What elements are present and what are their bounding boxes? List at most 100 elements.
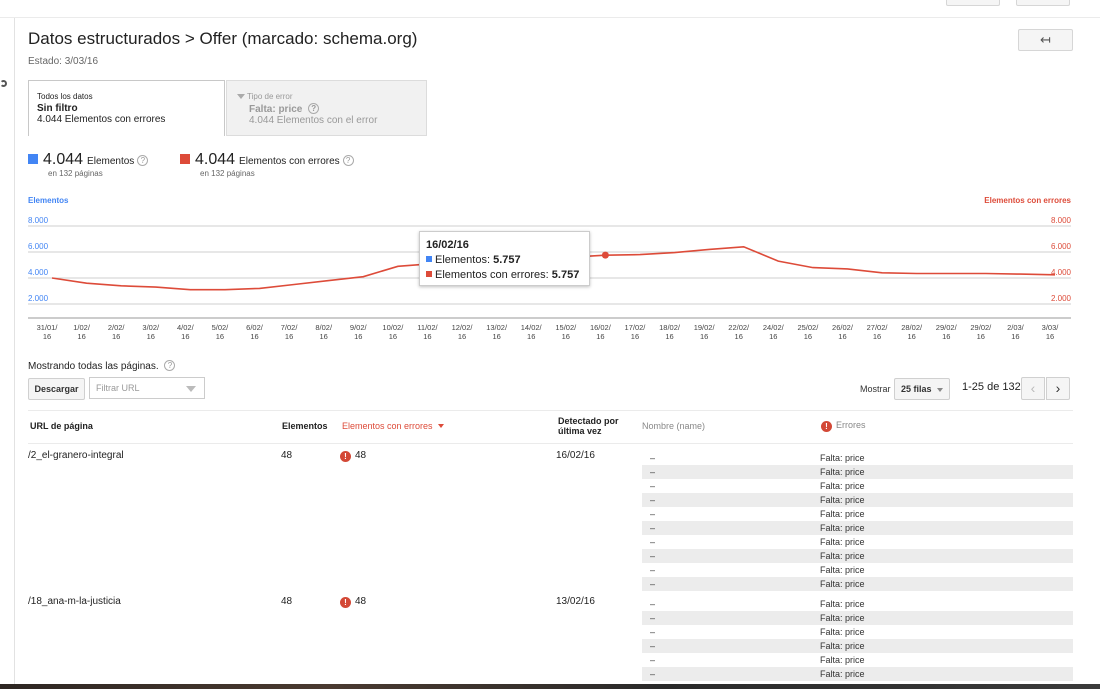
help-icon[interactable]: ? xyxy=(164,360,176,371)
detail-name: – xyxy=(650,523,656,533)
top-button-1[interactable] xyxy=(946,0,1000,6)
x-tick-label: 11/02/16 xyxy=(417,323,438,341)
error-icon: ! xyxy=(821,421,832,432)
x-tick-label: 18/02/16 xyxy=(659,323,681,341)
showing-text: Mostrando todas las páginas. ? xyxy=(28,360,176,372)
x-tick-label: 9/02/16 xyxy=(350,323,368,341)
detail-name: – xyxy=(650,551,656,561)
col-header-elements[interactable]: Elementos xyxy=(282,421,328,431)
metric-elements[interactable]: 4.044 Elementos? en 132 páginas xyxy=(28,151,149,178)
show-label: Mostrar xyxy=(860,384,891,394)
detail-name: – xyxy=(650,537,656,547)
hover-point xyxy=(601,251,609,259)
filter-tab-count: 4.044 Elementos con el error xyxy=(249,115,378,126)
error-icon: ! xyxy=(340,451,351,462)
col-header-error-list[interactable]: ! Errores xyxy=(821,420,866,432)
detail-error: Falta: price xyxy=(820,565,865,575)
filter-tab-error-type[interactable]: Tipo de error Falta: price ? 4.044 Eleme… xyxy=(226,80,427,136)
tooltip-swatch-red xyxy=(426,271,432,277)
error-detail-row: – Falta: price xyxy=(642,521,1073,535)
filter-tab-all-data[interactable]: Todos los datos Sin filtro 4.044 Element… xyxy=(28,80,225,136)
back-button[interactable]: ↤ xyxy=(1018,29,1073,51)
filter-tab-count: 4.044 Elementos con errores xyxy=(37,114,166,125)
detail-error: Falta: price xyxy=(820,579,865,589)
detail-name: – xyxy=(650,495,656,505)
page-title: Datos estructurados > Offer (marcado: sc… xyxy=(28,29,418,48)
top-button-2[interactable] xyxy=(1016,0,1070,6)
row-url[interactable]: /18_ana-m-la-justicia xyxy=(28,596,121,607)
x-tick-label: 22/02/16 xyxy=(728,323,750,341)
detail-error: Falta: price xyxy=(820,641,865,651)
row-errors: ! 48 xyxy=(340,450,366,462)
detail-error: Falta: price xyxy=(820,495,865,505)
table-header: URL de página Elementos Elementos con er… xyxy=(28,410,1073,444)
detail-error: Falta: price xyxy=(820,655,865,665)
tooltip-label-1: Elementos: xyxy=(435,254,491,266)
detail-name: – xyxy=(650,627,656,637)
detail-name: – xyxy=(650,509,656,519)
chevron-down-icon xyxy=(937,388,943,392)
error-detail-row: – Falta: price xyxy=(642,479,1073,493)
error-detail-row: – Falta: price xyxy=(642,611,1073,625)
error-detail-row: – Falta: price xyxy=(642,577,1073,591)
col-header-errors[interactable]: Elementos con errores xyxy=(342,421,444,431)
y-tick-left: 4.000 xyxy=(28,268,49,277)
row-detected: 16/02/16 xyxy=(556,450,595,461)
metric-elements-with-errors[interactable]: 4.044 Elementos con errores? en 132 págin… xyxy=(180,151,354,178)
x-tick-label: 2/02/16 xyxy=(108,323,126,341)
error-detail-row: – Falta: price xyxy=(642,549,1073,563)
rows-per-page-select[interactable]: 25 filas xyxy=(894,378,950,400)
metric-value: 4.044 xyxy=(195,151,236,168)
row-errors: ! 48 xyxy=(340,596,366,608)
prev-page-button[interactable]: ‹ xyxy=(1021,377,1045,400)
detail-name: – xyxy=(650,481,656,491)
help-icon[interactable]: ? xyxy=(308,102,320,114)
x-tick-label: 1/02/16 xyxy=(73,323,91,341)
y-tick-right: 8.000 xyxy=(1051,216,1072,225)
page-status: Estado: 3/03/16 xyxy=(28,56,99,67)
x-tick-label: 17/02/16 xyxy=(625,323,647,341)
next-page-button[interactable]: › xyxy=(1046,377,1070,400)
tooltip-swatch-blue xyxy=(426,256,432,262)
error-detail-row: – Falta: price xyxy=(642,451,1073,465)
x-tick-label: 2/03/16 xyxy=(1007,323,1025,341)
x-tick-label: 24/02/16 xyxy=(763,323,785,341)
sort-desc-icon xyxy=(437,424,444,428)
col-header-name[interactable]: Nombre (name) xyxy=(642,421,706,431)
error-detail-row: – Falta: price xyxy=(642,639,1073,653)
metric-value: 4.044 xyxy=(43,151,84,168)
help-icon[interactable]: ? xyxy=(137,155,149,166)
detail-error: Falta: price xyxy=(820,537,865,547)
error-detail-row: – Falta: price xyxy=(642,625,1073,639)
detail-name: – xyxy=(650,467,656,477)
filter-url-input[interactable]: Filtrar URL xyxy=(89,377,205,399)
detail-error: Falta: price xyxy=(820,613,865,623)
row-url[interactable]: /2_el-granero-integral xyxy=(28,450,124,461)
help-icon[interactable]: ? xyxy=(342,155,354,166)
download-button[interactable]: Descargar xyxy=(28,378,85,400)
x-tick-label: 3/03/16 xyxy=(1042,323,1060,341)
error-detail-row: – Falta: price xyxy=(642,535,1073,549)
detail-name: – xyxy=(650,641,656,651)
filter-tab-label: Todos los datos xyxy=(37,92,93,101)
y-tick-right: 6.000 xyxy=(1051,242,1072,251)
top-bar xyxy=(0,0,1100,18)
detail-error: Falta: price xyxy=(820,523,865,533)
x-tick-label: 5/02/16 xyxy=(212,323,230,341)
y-tick-right: 2.000 xyxy=(1051,294,1072,303)
col-header-detected[interactable]: Detectado por última vez xyxy=(558,416,619,436)
x-tick-label: 13/02/16 xyxy=(486,323,508,341)
x-tick-label: 8/02/16 xyxy=(315,323,333,341)
col-header-url[interactable]: URL de página xyxy=(30,421,93,431)
detail-error: Falta: price xyxy=(820,509,865,519)
x-tick-label: 19/02/16 xyxy=(694,323,716,341)
detail-error: Falta: price xyxy=(820,551,865,561)
detail-name: – xyxy=(650,599,656,609)
detail-error: Falta: price xyxy=(820,599,865,609)
page-range: 1-25 de 132 xyxy=(962,381,1021,393)
x-tick-label: 29/02/16 xyxy=(936,323,958,341)
filter-url-placeholder: Filtrar URL xyxy=(96,383,140,393)
x-tick-label: 4/02/16 xyxy=(177,323,195,341)
filter-funnel-icon xyxy=(186,386,196,392)
y-tick-right: 4.000 xyxy=(1051,268,1072,277)
